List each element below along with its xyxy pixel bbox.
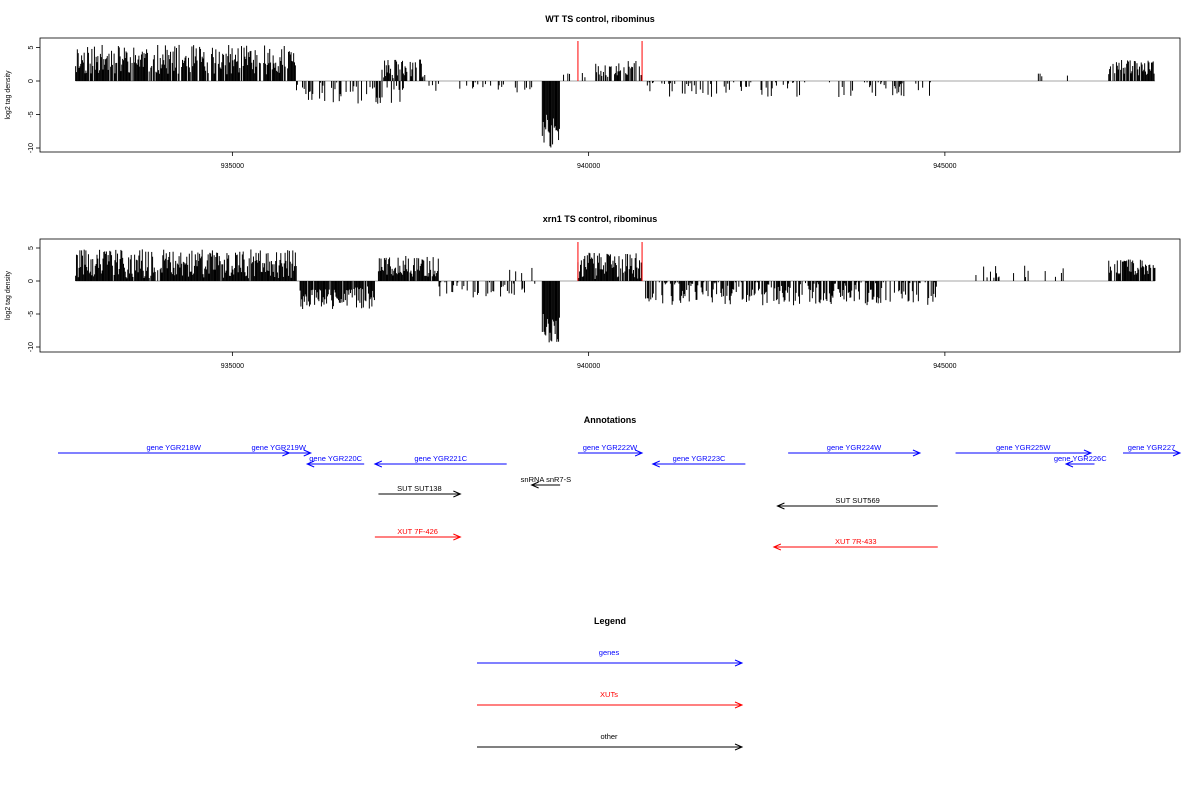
y-tick-label: -10	[28, 143, 35, 153]
annotation-feature: gene YGR224W	[788, 443, 922, 457]
annotation-feature: gene YGR219W	[246, 443, 313, 457]
density-bars	[75, 249, 1156, 343]
legend-label: XUTs	[600, 690, 618, 699]
feature-label: gene YGR225W	[996, 443, 1051, 452]
y-tick-label: 0	[28, 79, 35, 83]
annotation-feature: gene YGR222W	[577, 443, 644, 457]
feature-arrowhead	[1172, 449, 1182, 457]
annotation-feature: gene YGR221C	[373, 454, 507, 468]
legend-arrowhead	[734, 743, 744, 751]
feature-label: gene YGR220C	[309, 454, 362, 463]
feature-label: gene YGR227	[1128, 443, 1175, 452]
feature-arrowhead	[305, 460, 315, 468]
legend-entry: other	[477, 732, 744, 751]
feature-label: gene YGR221C	[414, 454, 467, 463]
feature-arrowhead	[1064, 460, 1074, 468]
plot-frame	[39, 37, 1181, 153]
annotation-feature: XUT 7R-433	[772, 537, 938, 551]
y-tick-label: -10	[28, 342, 35, 352]
feature-label: gene YGR224W	[827, 443, 882, 452]
feature-label: XUT 7R-433	[835, 537, 877, 546]
y-tick-label: -5	[28, 111, 35, 117]
plot-frame	[39, 238, 1181, 353]
feature-arrowhead	[772, 543, 782, 551]
legend-entry: genes	[477, 648, 744, 667]
feature-label: SUT SUT569	[835, 496, 879, 505]
feature-arrowhead	[530, 481, 539, 489]
feature-arrowhead	[453, 533, 462, 541]
chart-title: xrn1 TS control, ribominus	[543, 214, 658, 224]
y-tick-label: -5	[28, 311, 35, 317]
feature-label: SUT SUT138	[397, 484, 441, 493]
feature-label: snRNA snR7-S	[521, 475, 571, 484]
xrn1-density-panel: xrn1 TS control, ribominus log2 tag densi…	[5, 214, 1181, 370]
feature-label: gene YGR226C	[1054, 454, 1107, 463]
y-axis-label: log2 tag density	[5, 270, 12, 320]
annotation-feature: gene YGR225W	[955, 443, 1093, 457]
feature-arrowhead	[912, 449, 922, 457]
feature-arrowhead	[651, 460, 660, 468]
annotation-feature: gene YGR223C	[651, 454, 746, 468]
annotation-feature: gene YGR226C	[1054, 454, 1107, 468]
y-tick-label: 0	[28, 279, 35, 283]
feature-label: gene YGR218W	[146, 443, 201, 452]
annotation-feature: SUT SUT569	[776, 496, 938, 510]
x-tick-label: 945000	[933, 163, 956, 170]
legend-arrowhead	[734, 659, 744, 667]
feature-arrowhead	[634, 449, 644, 457]
annotation-feature: XUT 7F-426	[374, 527, 462, 541]
legend-arrowhead	[734, 701, 744, 709]
x-tick-label: 940000	[577, 163, 600, 170]
feature-arrowhead	[453, 490, 462, 498]
feature-arrowhead	[303, 449, 313, 457]
y-tick-label: 5	[28, 45, 35, 49]
density-bars	[75, 44, 1155, 148]
feature-label: gene YGR222W	[583, 443, 638, 452]
annotation-feature: gene YGR227	[1123, 443, 1182, 457]
x-tick-label: 940000	[577, 363, 600, 370]
y-tick-label: 5	[28, 246, 35, 250]
chart-title: WT TS control, ribominus	[545, 14, 655, 24]
annotation-feature: gene YGR220C	[305, 454, 365, 468]
legend-label: genes	[599, 648, 620, 657]
feature-label: XUT 7F-426	[397, 527, 438, 536]
x-tick-label: 945000	[933, 363, 956, 370]
x-tick-label: 935000	[221, 163, 244, 170]
y-axis-label: log2 tag density	[5, 70, 12, 120]
annotation-feature: SUT SUT138	[378, 484, 462, 498]
legend-panel: Legend genes XUTs other	[477, 616, 744, 751]
feature-arrowhead	[1083, 449, 1093, 457]
feature-arrowhead	[373, 460, 383, 468]
x-tick-label: 935000	[221, 363, 244, 370]
annotation-feature: snRNA snR7-S	[521, 475, 571, 489]
legend-title: Legend	[594, 616, 626, 626]
legend-label: other	[600, 732, 618, 741]
feature-arrowhead	[776, 502, 785, 510]
annotations-title: Annotations	[584, 415, 637, 425]
legend-entry: XUTs	[477, 690, 744, 709]
wt-density-panel: WT TS control, ribominus log2 tag density…	[5, 14, 1181, 170]
feature-label: gene YGR219W	[251, 443, 306, 452]
feature-label: gene YGR223C	[673, 454, 726, 463]
